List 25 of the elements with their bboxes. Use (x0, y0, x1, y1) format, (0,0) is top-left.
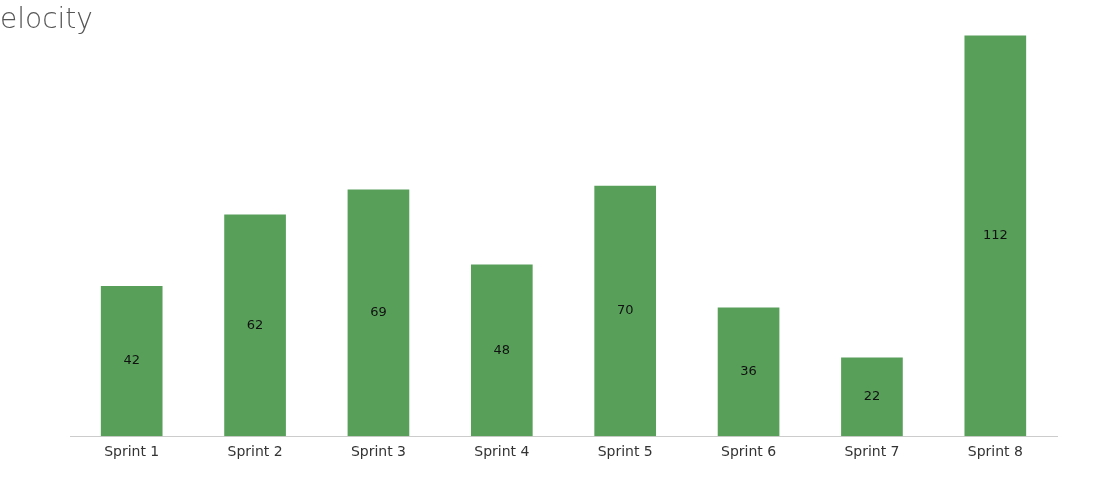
x-tick-label: Sprint 2 (227, 443, 283, 460)
data-label: 112 (982, 227, 1008, 243)
bar (717, 307, 780, 437)
x-tick-label: Sprint 8 (967, 443, 1023, 460)
bar (347, 189, 410, 437)
bar (594, 185, 657, 437)
data-label: 48 (493, 341, 511, 357)
x-tick-label: Sprint 5 (597, 443, 653, 460)
bar (841, 357, 903, 437)
x-tick-label: Sprint 1 (104, 443, 160, 460)
bar (224, 214, 286, 437)
chart-title: elocity (0, 2, 93, 35)
bar (470, 264, 533, 437)
data-label: 22 (863, 388, 881, 404)
x-tick-label: Sprint 4 (474, 443, 530, 460)
bar (100, 285, 163, 437)
data-label: 62 (246, 316, 264, 332)
x-tick-label: Sprint 3 (350, 443, 407, 460)
x-tick-label: Sprint 6 (720, 443, 777, 460)
x-tick-label: Sprint 7 (844, 443, 900, 460)
data-label: 69 (370, 304, 387, 320)
bar (964, 35, 1027, 437)
data-label: 36 (740, 363, 757, 379)
data-label: 70 (616, 302, 634, 318)
data-label: 42 (123, 352, 140, 368)
